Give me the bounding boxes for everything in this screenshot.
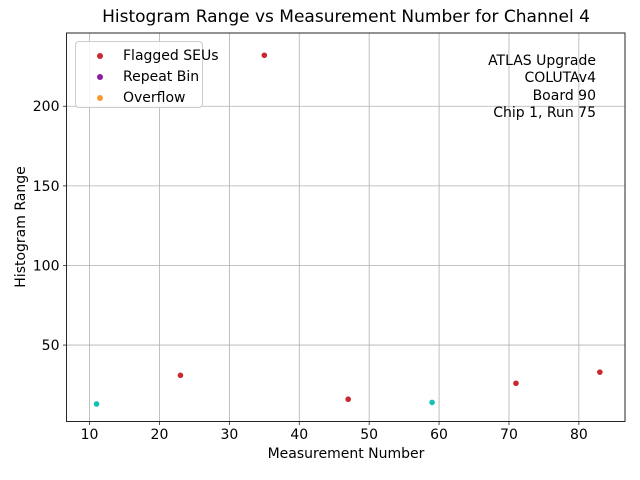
annotation-text: ATLAS Upgrade COLUTAv4 Board 90 Chip 1, Run…: [488, 53, 596, 123]
x-tick-label: 60: [430, 427, 448, 443]
legend-marker-icon: [97, 94, 103, 101]
x-tick-label: 50: [360, 427, 378, 443]
y-tick-label: 100: [33, 258, 60, 274]
annotation-line: Chip 1, Run 75: [493, 105, 596, 122]
y-tick-label: 200: [33, 99, 60, 115]
data-point: [93, 401, 100, 407]
annotation-line: Board 90: [532, 87, 596, 104]
legend-marker-icon: [97, 73, 103, 80]
legend-row: Overflow: [76, 87, 202, 108]
y-axis-label: Histogram Range: [13, 166, 29, 288]
legend-label: Overflow: [123, 89, 186, 106]
x-tick-label: 10: [81, 427, 99, 443]
data-point: [597, 369, 603, 375]
legend-row: Repeat Bin: [76, 66, 202, 87]
legend-label: Flagged SEUs: [123, 47, 219, 64]
data-point: [345, 396, 351, 403]
data-point: [513, 380, 519, 387]
legend-row: Flagged SEUs: [76, 45, 219, 66]
y-tick-label: 150: [33, 179, 60, 195]
legend: Flagged SEUs Repeat Bin Overflow: [75, 41, 219, 108]
data-point: [429, 399, 435, 406]
x-tick-label: 30: [220, 427, 238, 443]
x-tick-label: 70: [500, 427, 518, 443]
y-tick-label: 50: [42, 338, 60, 354]
annotation-line: ATLAS Upgrade: [488, 53, 596, 69]
legend-marker-icon: [97, 52, 103, 59]
data-point: [177, 372, 184, 379]
legend-label: Repeat Bin: [123, 68, 200, 85]
x-tick-label: 40: [290, 427, 308, 443]
annotation-line: COLUTAv4: [524, 70, 596, 87]
axes-frame: [66, 32, 626, 422]
x-tick-label: 80: [570, 427, 588, 443]
x-axis-label: Measurement Number: [267, 446, 425, 462]
data-point: [261, 52, 268, 59]
x-tick-label: 20: [151, 427, 169, 443]
chart-title: Histogram Range vs Measurement Number fo…: [102, 7, 590, 27]
